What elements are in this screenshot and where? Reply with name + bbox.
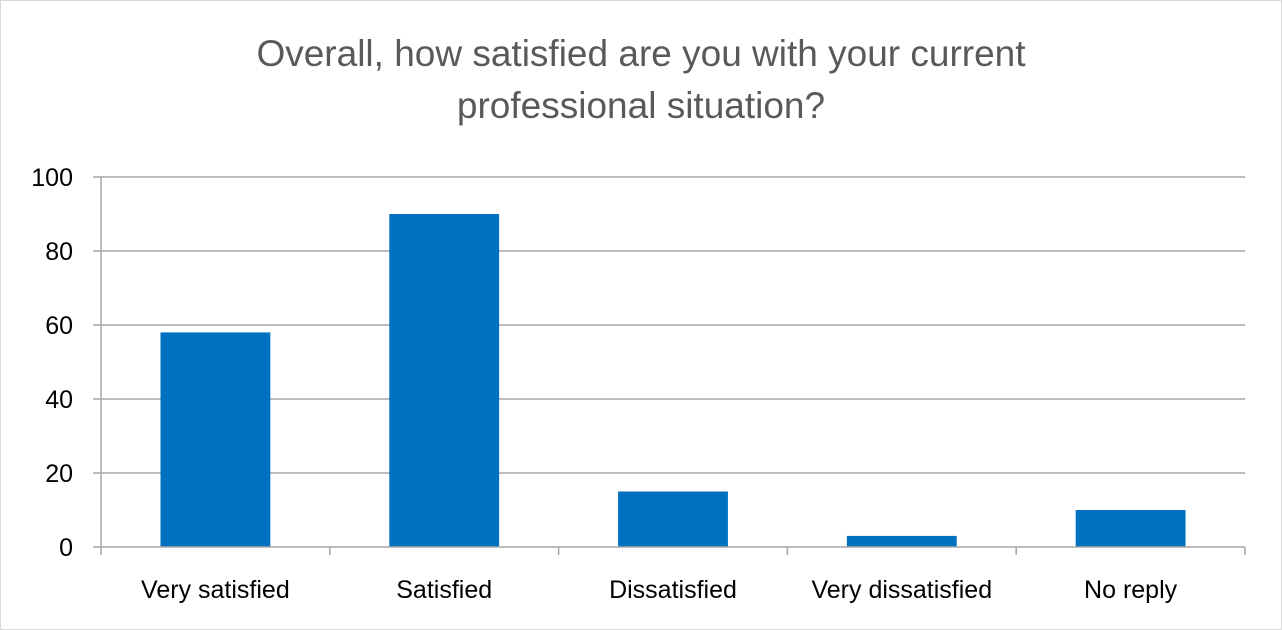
bar-very-satisfied xyxy=(160,332,271,547)
x-tick-label-0: Very satisfied xyxy=(141,576,290,604)
x-tick-label-1: Satisfied xyxy=(396,576,492,604)
y-tick-label-1: 20 xyxy=(45,460,73,488)
y-tick-label-5: 100 xyxy=(31,164,73,192)
bar-dissatisfied xyxy=(618,491,728,547)
x-tick-label-4: No reply xyxy=(1084,576,1178,604)
gridlines xyxy=(101,176,1245,474)
chart-title-line-2: professional situation? xyxy=(456,85,826,126)
bar-no-reply xyxy=(1075,510,1186,547)
chart-title-line-1: Overall, how satisfied are you with your… xyxy=(256,33,1026,74)
bars xyxy=(160,214,1186,547)
bar-satisfied xyxy=(389,214,500,547)
chart-title: Overall, how satisfied are you with your… xyxy=(0,28,1282,132)
y-tick-label-3: 60 xyxy=(45,312,73,340)
y-tick-label-4: 80 xyxy=(45,238,73,266)
y-tick-label-0: 0 xyxy=(59,534,73,562)
bar-very-dissatisfied xyxy=(846,535,957,547)
axes xyxy=(93,176,1246,555)
tick-labels: 0 20 40 60 80 100 Very satisfied Satisfied Dissa… xyxy=(31,164,1177,604)
x-tick-label-3: Very dissatisfied xyxy=(811,576,992,604)
x-tick-label-2: Dissatisfied xyxy=(609,576,737,604)
y-tick-label-2: 40 xyxy=(45,386,73,414)
